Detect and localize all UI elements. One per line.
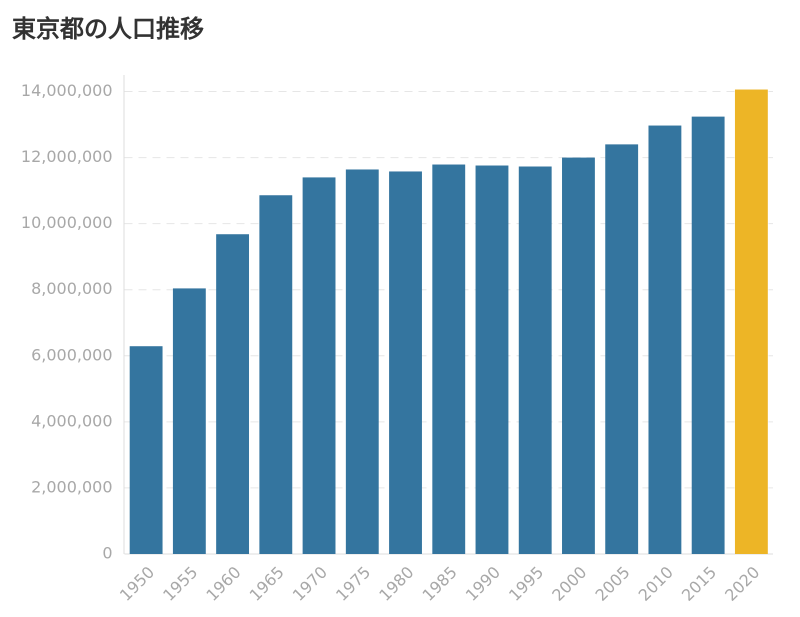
bar <box>734 89 768 555</box>
y-tick-label: 0 <box>102 544 112 563</box>
bar <box>172 288 206 554</box>
chart-title: 東京都の人口推移 <box>12 15 204 43</box>
y-tick-label: 2,000,000 <box>31 477 112 496</box>
bar <box>216 234 250 555</box>
bar <box>129 346 163 554</box>
bar <box>259 195 293 554</box>
x-tick-label: 1970 <box>289 563 331 605</box>
x-tick-label: 1955 <box>159 563 201 605</box>
bar <box>389 171 422 554</box>
y-tick-label: 6,000,000 <box>31 345 112 364</box>
x-tick-label: 2020 <box>721 563 763 605</box>
bar <box>302 177 336 554</box>
x-tick-label: 1965 <box>246 563 288 605</box>
y-tick-label: 8,000,000 <box>31 279 112 298</box>
y-tick-label: 4,000,000 <box>31 411 112 430</box>
x-tick-label: 1960 <box>202 563 244 605</box>
bar <box>345 169 379 554</box>
y-tick-label: 12,000,000 <box>21 147 113 166</box>
x-tick-label: 2015 <box>678 563 720 605</box>
bar <box>432 164 466 555</box>
x-tick-label: 2000 <box>548 563 590 605</box>
bar <box>518 166 552 554</box>
x-tick-label: 2010 <box>635 563 677 605</box>
y-tick-label: 14,000,000 <box>21 81 113 100</box>
bar <box>648 125 682 554</box>
x-tick-label: 1985 <box>419 563 461 605</box>
x-tick-label: 1950 <box>116 563 158 605</box>
bar <box>691 116 725 555</box>
x-tick-label: 1975 <box>332 563 374 605</box>
x-tick-label: 1995 <box>505 563 547 605</box>
y-tick-label: 10,000,000 <box>21 213 113 232</box>
bar <box>605 144 639 554</box>
x-tick-label: 2005 <box>591 563 633 605</box>
bar <box>475 165 509 555</box>
x-tick-label: 1980 <box>375 563 417 605</box>
x-tick-label: 1990 <box>462 563 504 605</box>
bar <box>562 157 595 554</box>
